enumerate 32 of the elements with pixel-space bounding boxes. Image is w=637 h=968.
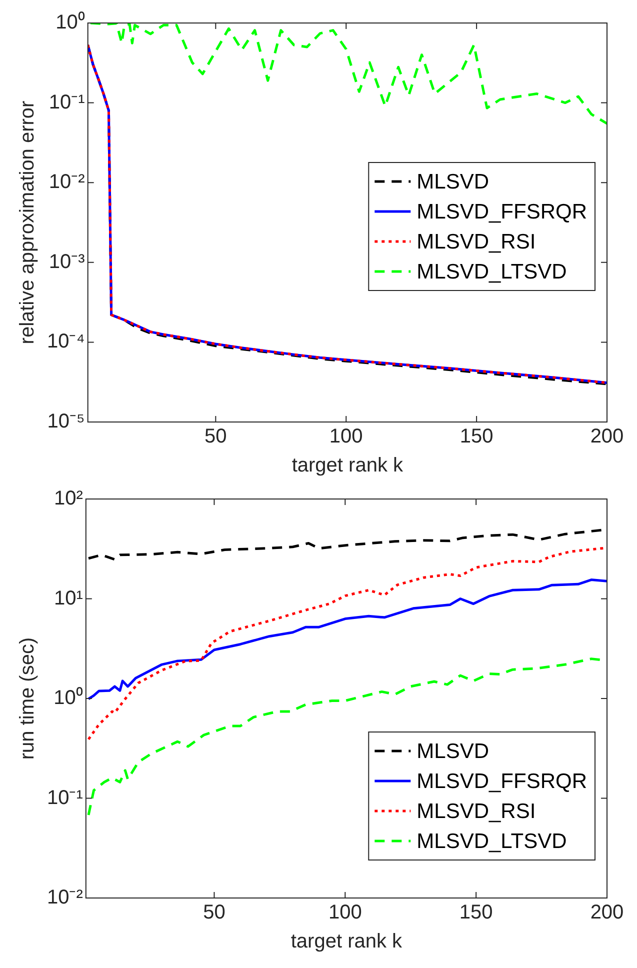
- y-tick-label: 10⁻²: [48, 171, 86, 194]
- y-tick-label: 10²: [54, 488, 84, 510]
- x-tick-label: 150: [459, 902, 493, 924]
- x-tick-label: 50: [203, 902, 226, 924]
- legend-label: MLSVD: [416, 170, 489, 194]
- y-tick-label: 10⁻²: [47, 886, 84, 909]
- legend-label: MLSVD_LTSVD: [416, 260, 567, 284]
- x-tick-label: 100: [329, 426, 363, 448]
- y-axis-title: relative approximation error: [16, 100, 39, 344]
- y-tick-label: 10⁰: [54, 686, 83, 710]
- x-tick-label: 100: [328, 902, 362, 924]
- x-tick-label: 200: [590, 426, 624, 448]
- legend-label: MLSVD_LTSVD: [416, 830, 567, 853]
- y-tick-label: 10⁻³: [48, 250, 86, 273]
- x-tick-label: 150: [460, 426, 494, 448]
- x-axis-title: target rank k: [292, 454, 404, 477]
- y-axis-title: run time (sec): [16, 637, 39, 760]
- legend-label: MLSVD_RSI: [416, 800, 536, 823]
- y-tick-label: 10⁻⁵: [47, 410, 85, 433]
- y-tick-label: 10⁻⁴: [46, 330, 85, 353]
- y-tick-label: 10¹: [54, 587, 84, 610]
- legend-label: MLSVD_FFSRQR: [416, 770, 587, 793]
- legend-label: MLSVD_FFSRQR: [416, 200, 587, 224]
- legend-label: MLSVD: [416, 740, 489, 763]
- x-tick-label: 200: [590, 902, 624, 924]
- x-tick-label: 50: [204, 426, 227, 448]
- legend-label: MLSVD_RSI: [416, 230, 536, 254]
- x-axis-title: target rank k: [290, 930, 404, 953]
- y-tick-label: 10⁻¹: [47, 786, 84, 809]
- line-series: [89, 23, 607, 125]
- y-tick-label: 10⁰: [56, 10, 85, 34]
- y-tick-label: 10⁻¹: [48, 91, 86, 114]
